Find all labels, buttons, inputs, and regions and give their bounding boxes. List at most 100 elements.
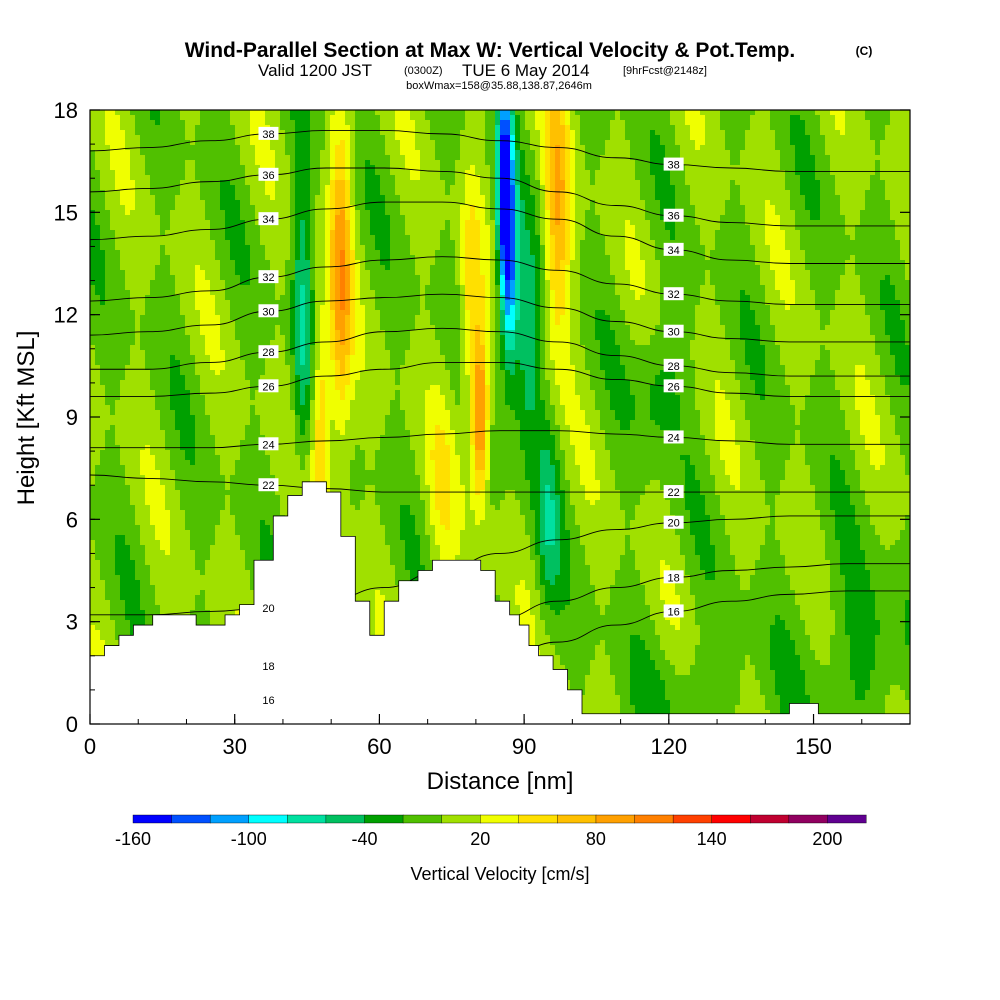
velocity-cell [205,345,211,351]
velocity-cell [195,425,201,431]
velocity-cell [135,270,141,276]
velocity-cell [195,185,201,191]
velocity-cell [270,410,276,416]
velocity-cell [205,415,211,421]
velocity-cell [205,210,211,216]
velocity-cell [105,360,111,366]
velocity-cell [285,395,291,401]
velocity-cell [240,265,246,271]
velocity-cell [280,430,286,436]
velocity-cell [185,455,191,461]
velocity-cell [265,315,271,321]
velocity-cell [90,490,96,496]
velocity-cell [145,230,151,236]
velocity-cell [100,240,106,246]
velocity-cell [145,585,151,591]
velocity-cell [160,505,166,511]
velocity-cell [215,210,221,216]
velocity-cell [235,425,241,431]
velocity-cell [230,545,236,551]
velocity-cell [185,330,191,336]
velocity-cell [225,450,231,456]
velocity-cell [180,360,186,366]
velocity-cell [105,170,111,176]
velocity-cell [230,465,236,471]
velocity-cell [220,155,226,161]
velocity-cell [215,620,221,626]
velocity-cell [140,215,146,221]
velocity-cell [225,330,231,336]
velocity-cell [145,240,151,246]
velocity-cell [145,520,151,526]
velocity-cell [290,365,296,371]
velocity-cell [180,605,186,611]
velocity-cell [100,325,106,331]
velocity-cell [230,520,236,526]
velocity-cell [145,120,151,126]
velocity-cell [255,180,261,186]
velocity-cell [140,315,146,321]
velocity-cell [260,510,266,516]
velocity-cell [230,325,236,331]
velocity-cell [165,240,171,246]
velocity-cell [135,360,141,366]
velocity-cell [240,345,246,351]
velocity-cell [180,400,186,406]
velocity-cell [235,370,241,376]
velocity-cell [135,585,141,591]
velocity-cell [250,250,256,256]
velocity-cell [190,585,196,591]
velocity-cell [160,360,166,366]
velocity-cell [265,430,271,436]
velocity-cell [150,205,156,211]
velocity-cell [90,435,96,441]
velocity-cell [255,370,261,376]
velocity-cell [105,340,111,346]
velocity-cell [105,585,111,591]
velocity-cell [280,145,286,151]
velocity-cell [255,410,261,416]
velocity-cell [225,390,231,396]
velocity-cell [115,395,121,401]
velocity-cell [285,440,291,446]
velocity-cell [285,345,291,351]
velocity-cell [250,240,256,246]
velocity-cell [125,400,131,406]
velocity-cell [110,115,116,121]
velocity-cell [160,540,166,546]
velocity-cell [210,545,216,551]
velocity-cell [175,300,181,306]
velocity-cell [285,235,291,241]
velocity-cell [190,215,196,221]
velocity-cell [155,580,161,586]
velocity-cell [235,150,241,156]
velocity-cell [180,475,186,481]
velocity-cell [290,165,296,171]
velocity-cell [120,140,126,146]
velocity-cell [290,240,296,246]
velocity-cell [120,425,126,431]
velocity-cell [210,410,216,416]
velocity-cell [150,180,156,186]
velocity-cell [180,140,186,146]
velocity-cell [100,395,106,401]
velocity-cell [90,305,96,311]
velocity-cell [160,340,166,346]
velocity-cell [105,175,111,181]
velocity-cell [170,440,176,446]
velocity-cell [90,310,96,316]
velocity-cell [135,300,141,306]
velocity-cell [175,285,181,291]
velocity-cell [165,505,171,511]
velocity-cell [170,500,176,506]
velocity-cell [95,235,101,241]
velocity-cell [100,175,106,181]
velocity-cell [235,585,241,591]
velocity-cell [225,510,231,516]
velocity-cell [250,255,256,261]
velocity-cell [155,215,161,221]
velocity-cell [285,290,291,296]
velocity-cell [105,305,111,311]
velocity-cell [165,260,171,266]
velocity-cell [95,130,101,136]
